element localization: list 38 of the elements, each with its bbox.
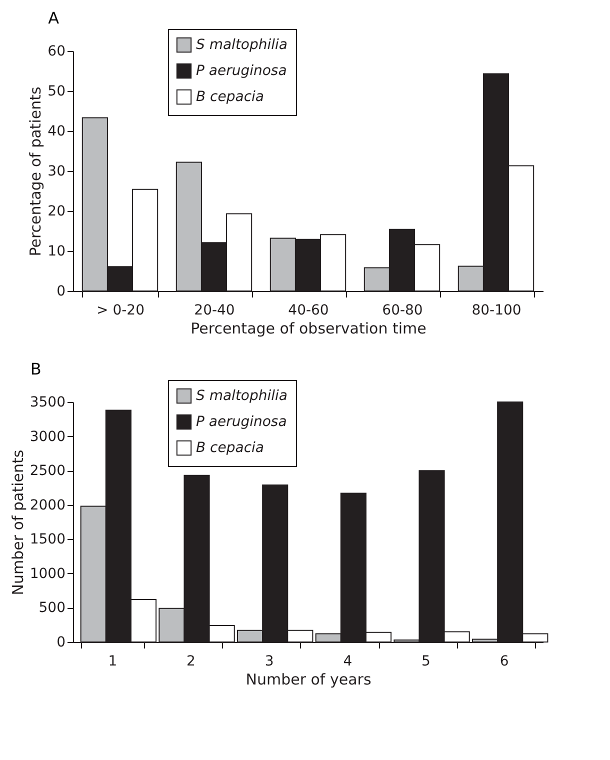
y-tick-label: 2500	[30, 463, 66, 480]
chart-title: A	[48, 8, 60, 28]
x-axis-title: Percentage of observation time	[190, 320, 426, 338]
legend-label: S maltophilia	[196, 388, 288, 404]
y-tick-label: 3500	[30, 394, 66, 410]
y-tick-label: 0	[56, 634, 66, 650]
y-tick-label: 3000	[30, 428, 66, 445]
x-tick-label: 4	[343, 654, 352, 670]
legend-label: S maltophilia	[196, 37, 288, 53]
y-tick-label: 30	[48, 164, 66, 180]
x-tick-label: 80-100	[472, 302, 522, 318]
y-tick-label: 10	[48, 244, 66, 260]
x-tick-label: 40-60	[288, 302, 329, 318]
x-tick-label: 2	[186, 654, 196, 670]
y-tick-label: 500	[38, 600, 66, 616]
x-axis-title: Number of years	[246, 670, 372, 688]
y-axis-title: Percentage of patients	[26, 86, 45, 256]
legend-label: P aeruginosa	[196, 63, 287, 79]
legend-label: B cepacia	[196, 440, 264, 456]
y-tick-label: 20	[48, 204, 66, 220]
chart-title: B	[30, 360, 42, 378]
y-tick-label: 0	[56, 284, 66, 300]
x-tick-label: 5	[422, 654, 430, 670]
y-tick-label: 60	[48, 44, 66, 60]
x-tick-label: 3	[264, 654, 274, 670]
x-tick-label: 60-80	[382, 302, 423, 318]
y-tick-label: 40	[48, 124, 66, 140]
y-tick-label: 1500	[30, 532, 66, 548]
x-tick-label: 6	[500, 654, 509, 670]
y-axis-title: Number of patients	[8, 450, 27, 596]
x-tick-label: 1	[108, 654, 118, 670]
y-tick-label: 50	[48, 84, 66, 100]
y-tick-label: 2000	[30, 497, 66, 514]
y-tick-label: 1000	[30, 566, 66, 582]
legend-label: B cepacia	[196, 89, 264, 105]
x-tick-label: > 0-20	[96, 302, 144, 318]
x-tick-label: 20-40	[194, 302, 235, 318]
legend-label: P aeruginosa	[196, 414, 287, 430]
